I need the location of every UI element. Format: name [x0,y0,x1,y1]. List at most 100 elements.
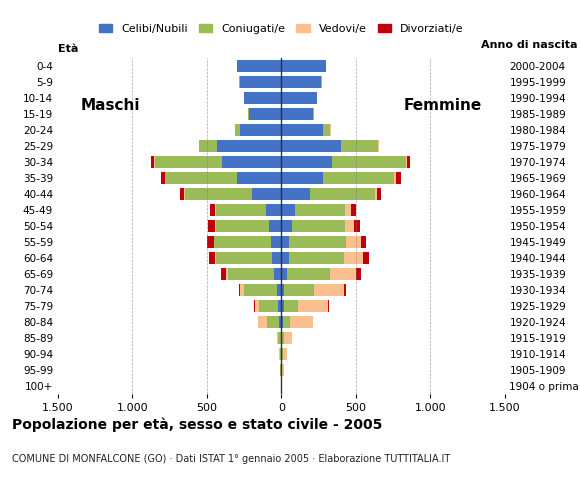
Bar [345,204,350,216]
Bar [155,156,222,168]
Bar [180,188,184,200]
Bar [284,300,299,312]
Bar [221,268,226,279]
Bar [354,220,360,232]
Bar [215,252,216,264]
Legend: Celibi/Nubili, Coniugati/e, Vedovi/e, Divorziati/e: Celibi/Nubili, Coniugati/e, Vedovi/e, Di… [95,20,468,38]
Bar [375,188,378,200]
Bar [281,268,287,279]
Bar [237,60,281,72]
Bar [244,284,277,296]
Bar [310,188,375,200]
Bar [228,268,274,279]
Bar [313,108,314,120]
Bar [271,236,281,248]
Bar [209,252,215,264]
Bar [394,172,396,184]
Bar [281,156,332,168]
Bar [255,300,259,312]
Bar [314,284,344,296]
Bar [361,236,366,248]
Bar [216,220,269,232]
Bar [281,108,313,120]
Bar [258,316,267,327]
Text: Maschi: Maschi [80,98,140,113]
Text: COMUNE DI MONFALCONE (GO) · Dati ISTAT 1° gennaio 2005 · Elaborazione TUTTITALIA: COMUNE DI MONFALCONE (GO) · Dati ISTAT 1… [12,454,450,464]
Bar [292,220,345,232]
Bar [207,236,213,248]
Bar [289,252,344,264]
Bar [289,236,346,248]
Bar [237,172,281,184]
Bar [240,284,244,296]
Bar [226,268,228,279]
Text: Femmine: Femmine [404,98,482,113]
Bar [284,284,314,296]
Bar [281,204,295,216]
Bar [273,252,281,264]
Bar [210,204,215,216]
Text: Popolazione per età, sesso e stato civile - 2005: Popolazione per età, sesso e stato civil… [12,418,382,432]
Bar [281,252,289,264]
Bar [345,220,354,232]
Bar [213,236,215,248]
Bar [259,300,278,312]
Bar [281,316,283,327]
Bar [269,220,281,232]
Bar [200,140,218,152]
Bar [281,172,323,184]
Bar [282,332,284,344]
Bar [283,316,290,327]
Bar [151,156,154,168]
Bar [239,284,240,296]
Bar [248,108,249,120]
Bar [344,252,363,264]
Bar [281,220,292,232]
Bar [216,252,273,264]
Bar [218,140,281,152]
Bar [278,332,281,344]
Bar [254,300,255,312]
Bar [267,316,279,327]
Bar [281,124,323,136]
Bar [215,220,216,232]
Bar [266,204,281,216]
Bar [208,220,215,232]
Bar [277,284,281,296]
Bar [235,124,240,136]
Bar [284,332,292,344]
Bar [240,124,281,136]
Bar [346,236,361,248]
Bar [281,236,289,248]
Bar [274,268,281,279]
Bar [281,332,282,344]
Bar [290,316,313,327]
Bar [161,172,165,184]
Bar [378,188,381,200]
Bar [281,76,321,88]
Bar [295,204,345,216]
Bar [277,332,278,344]
Bar [332,156,407,168]
Bar [396,172,401,184]
Bar [299,300,328,312]
Bar [281,284,284,296]
Bar [279,348,280,360]
Bar [280,364,281,375]
Bar [252,188,281,200]
Text: Età: Età [58,45,78,54]
Bar [240,76,281,88]
Bar [281,92,317,104]
Text: Anno di nascita: Anno di nascita [481,40,577,50]
Bar [357,268,361,279]
Bar [215,236,271,248]
Bar [323,172,394,184]
Bar [244,92,281,104]
Bar [329,268,357,279]
Bar [222,156,281,168]
Bar [216,204,266,216]
Bar [281,188,310,200]
Bar [344,284,346,296]
Bar [281,300,284,312]
Bar [323,124,331,136]
